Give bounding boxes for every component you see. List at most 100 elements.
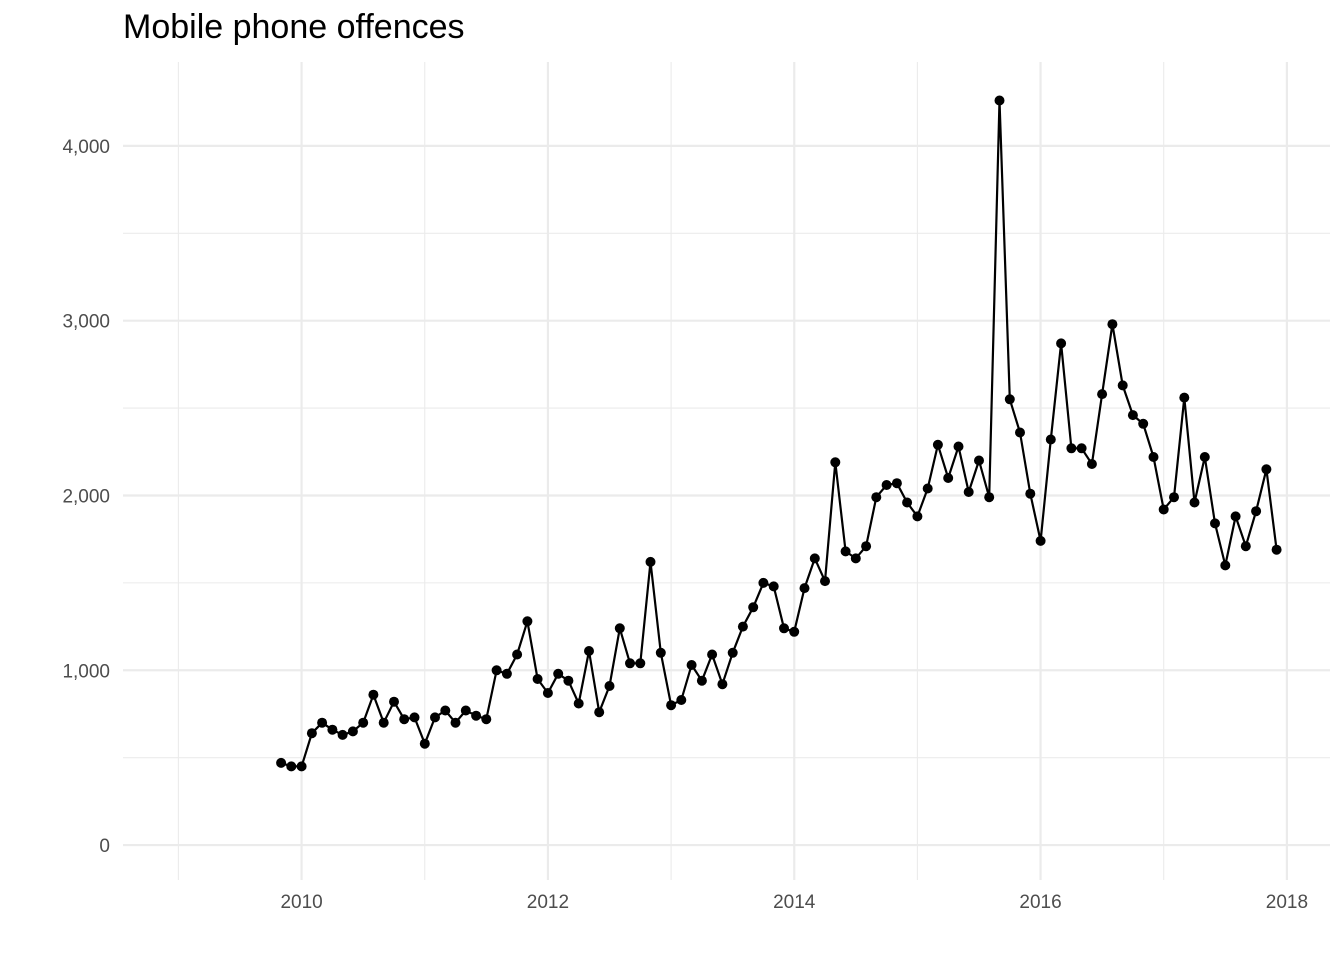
data-point xyxy=(891,478,902,489)
series-line xyxy=(280,99,1278,768)
data-point xyxy=(768,581,779,592)
data-point xyxy=(830,457,841,468)
data-point xyxy=(912,511,923,522)
data-point xyxy=(532,674,543,684)
data-point xyxy=(594,707,605,718)
data-point xyxy=(501,668,512,679)
data-point xyxy=(1271,544,1282,555)
data-point xyxy=(1076,443,1087,454)
data-point xyxy=(953,441,964,452)
x-tick-label: 2010 xyxy=(280,892,322,913)
data-point xyxy=(737,621,748,632)
major-gridlines xyxy=(123,62,1330,880)
y-tick-label: 3,000 xyxy=(62,312,110,333)
data-point xyxy=(491,665,502,676)
data-point xyxy=(984,492,995,503)
data-point xyxy=(1056,338,1067,349)
data-point xyxy=(717,679,728,690)
data-point xyxy=(963,487,974,497)
data-point xyxy=(727,647,738,658)
y-tick-label: 4,000 xyxy=(62,137,110,158)
data-point xyxy=(378,717,389,728)
data-point xyxy=(419,738,430,749)
series-line-group xyxy=(280,99,1278,768)
data-point xyxy=(686,660,697,670)
x-axis-tick-labels: 2010 2012 2014 2016 2018 xyxy=(280,892,1308,913)
data-point xyxy=(655,647,666,658)
data-point xyxy=(707,649,718,660)
data-point xyxy=(932,439,943,450)
data-point xyxy=(399,714,410,725)
data-point xyxy=(1199,452,1210,462)
data-point xyxy=(1117,380,1128,391)
data-point xyxy=(317,717,328,728)
data-point xyxy=(902,497,913,508)
data-point xyxy=(789,626,800,637)
data-point xyxy=(522,616,533,627)
data-point xyxy=(409,712,420,723)
data-point xyxy=(1045,434,1056,445)
data-point xyxy=(625,658,635,669)
data-point xyxy=(881,480,892,490)
data-point xyxy=(573,698,584,709)
y-tick-label: 1,000 xyxy=(62,661,110,682)
data-point xyxy=(974,455,984,466)
data-point xyxy=(676,695,687,705)
data-point xyxy=(871,492,882,503)
data-point xyxy=(748,602,759,613)
data-point xyxy=(389,696,399,707)
data-point xyxy=(799,583,810,594)
data-point xyxy=(1158,504,1169,515)
y-axis-tick-labels: 0 1,000 2,000 3,000 4,000 xyxy=(62,137,110,857)
data-point xyxy=(481,714,492,725)
data-point xyxy=(1025,488,1036,499)
x-tick-label: 2014 xyxy=(773,892,816,913)
data-point xyxy=(440,705,451,716)
y-tick-label: 0 xyxy=(99,836,110,857)
data-point xyxy=(1220,560,1231,571)
data-point xyxy=(347,726,358,737)
data-point xyxy=(809,553,820,564)
data-point xyxy=(1066,443,1077,454)
data-point xyxy=(430,712,440,723)
data-point xyxy=(645,556,656,567)
minor-gridlines xyxy=(123,62,1330,880)
data-point xyxy=(1138,418,1149,429)
data-point xyxy=(471,710,482,721)
data-point xyxy=(820,576,830,587)
x-tick-label: 2016 xyxy=(1019,892,1061,913)
data-point xyxy=(1148,452,1159,462)
data-point xyxy=(306,728,317,739)
data-point xyxy=(1035,535,1046,546)
data-point xyxy=(337,729,348,740)
data-point xyxy=(696,675,707,686)
data-point xyxy=(666,700,677,711)
data-point xyxy=(553,668,564,679)
data-point xyxy=(1127,410,1138,421)
data-point xyxy=(604,681,615,691)
data-point xyxy=(563,675,574,686)
data-point xyxy=(276,757,287,768)
data-point xyxy=(1230,511,1241,522)
data-point xyxy=(327,724,338,735)
data-point xyxy=(286,761,297,772)
data-point xyxy=(840,546,851,557)
data-point xyxy=(1240,541,1251,552)
data-point xyxy=(779,623,789,634)
x-tick-label: 2012 xyxy=(527,892,569,913)
data-point xyxy=(758,577,769,588)
data-point xyxy=(512,649,523,660)
data-point xyxy=(1097,389,1108,400)
x-tick-label: 2018 xyxy=(1266,892,1308,913)
data-point xyxy=(1210,518,1220,529)
data-points xyxy=(276,95,1282,772)
data-point xyxy=(368,689,379,700)
data-point xyxy=(542,688,553,698)
data-point xyxy=(460,705,471,716)
data-point xyxy=(1251,506,1262,517)
data-point xyxy=(943,473,954,483)
data-point xyxy=(584,646,594,656)
data-point xyxy=(358,717,369,728)
data-point xyxy=(1261,464,1272,475)
